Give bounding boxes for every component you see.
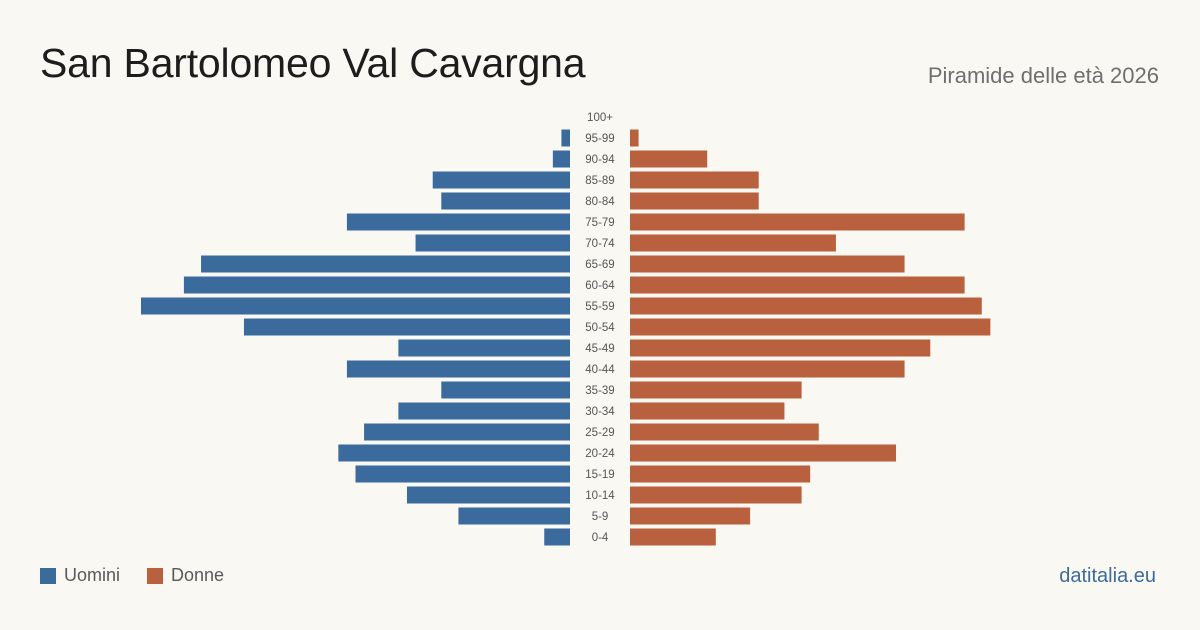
bar-male-25-29 [364, 423, 570, 441]
bar-female-90-94 [630, 150, 708, 168]
legend-label-male: Uomini [64, 565, 121, 585]
age-label-70-74: 70-74 [585, 238, 615, 250]
age-label-15-19: 15-19 [585, 469, 614, 481]
legend-label-female: Donne [171, 565, 225, 585]
brand-link[interactable]: datitalia.eu [1059, 565, 1156, 587]
age-label-35-39: 35-39 [585, 385, 614, 397]
legend: Uomini Donne [40, 565, 251, 586]
bar-female-60-64 [630, 276, 965, 294]
bar-male-45-49 [398, 339, 570, 357]
legend-swatch-male [40, 567, 56, 584]
age-label-10-14: 10-14 [585, 490, 615, 502]
bar-male-80-84 [441, 192, 570, 210]
bar-female-65-69 [630, 255, 905, 273]
age-label-40-44: 40-44 [585, 364, 615, 376]
age-label-65-69: 65-69 [585, 259, 614, 271]
bar-female-25-29 [630, 423, 819, 441]
bar-female-45-49 [630, 339, 931, 357]
legend-swatch-female [147, 567, 164, 584]
bar-male-95-99 [561, 129, 570, 147]
age-label-90-94: 90-94 [585, 154, 615, 166]
bar-female-75-79 [630, 213, 965, 231]
bar-male-15-19 [355, 465, 570, 483]
bar-female-5-9 [630, 507, 751, 525]
bar-male-90-94 [552, 150, 570, 168]
bar-male-75-79 [346, 213, 570, 231]
age-label-30-34: 30-34 [585, 406, 615, 418]
age-label-20-24: 20-24 [585, 448, 615, 460]
bar-male-40-44 [346, 360, 570, 378]
age-label-95-99: 95-99 [585, 133, 614, 145]
page-title: San Bartolomeo Val Cavargna [40, 40, 586, 86]
age-label-50-54: 50-54 [585, 322, 615, 334]
bar-male-5-9 [458, 507, 570, 525]
age-label-100+: 100+ [587, 112, 613, 124]
bar-male-55-59 [141, 297, 570, 315]
age-label-45-49: 45-49 [585, 343, 614, 355]
bar-male-35-39 [441, 381, 570, 399]
bar-male-70-74 [415, 234, 570, 252]
age-label-60-64: 60-64 [585, 280, 615, 292]
bar-female-95-99 [630, 129, 639, 147]
bar-female-70-74 [630, 234, 836, 252]
bar-female-80-84 [630, 192, 759, 210]
bar-male-0-4 [544, 528, 570, 546]
age-label-55-59: 55-59 [585, 301, 614, 313]
age-label-25-29: 25-29 [585, 427, 614, 439]
age-label-0-4: 0-4 [592, 532, 609, 544]
bar-female-10-14 [630, 486, 802, 504]
bar-female-50-54 [630, 318, 991, 336]
bar-female-0-4 [630, 528, 716, 546]
bar-female-35-39 [630, 381, 802, 399]
legend-item-female: Donne [147, 565, 224, 586]
bar-female-85-89 [630, 171, 759, 189]
bar-male-10-14 [406, 486, 570, 504]
chart-subtitle: Piramide delle età 2026 [927, 63, 1159, 88]
bar-female-55-59 [630, 297, 982, 315]
age-label-75-79: 75-79 [585, 217, 614, 229]
bar-female-40-44 [630, 360, 905, 378]
bar-male-60-64 [183, 276, 570, 294]
bar-female-20-24 [630, 444, 896, 462]
bar-male-85-89 [432, 171, 570, 189]
age-label-5-9: 5-9 [592, 511, 609, 523]
bar-female-15-19 [630, 465, 811, 483]
age-label-80-84: 80-84 [585, 196, 615, 208]
bar-male-50-54 [243, 318, 570, 336]
bar-male-20-24 [338, 444, 570, 462]
bar-male-65-69 [201, 255, 570, 273]
age-label-85-89: 85-89 [585, 175, 614, 187]
bar-female-30-34 [630, 402, 785, 420]
bar-male-30-34 [398, 402, 570, 420]
legend-item-male: Uomini [40, 565, 120, 586]
